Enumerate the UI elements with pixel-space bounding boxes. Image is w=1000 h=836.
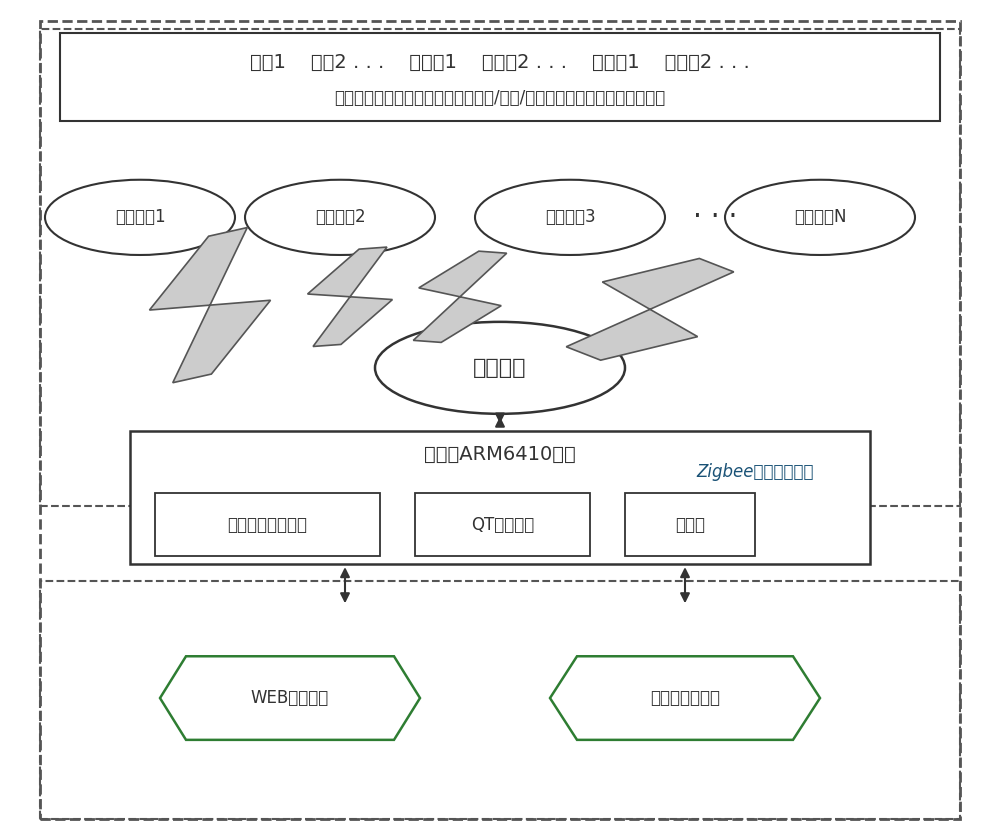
Text: WEB控制终端: WEB控制终端 (251, 689, 329, 707)
Polygon shape (149, 227, 271, 383)
Text: 终端节点N: 终端节点N (794, 208, 846, 227)
Text: · · ·: · · · (693, 203, 737, 232)
Text: 终端节点1: 终端节点1 (115, 208, 165, 227)
Polygon shape (566, 258, 734, 360)
Text: 中心数据处理系统: 中心数据处理系统 (228, 516, 308, 533)
Text: QT图形界面: QT图形界面 (471, 516, 534, 533)
Text: 协调节点: 协调节点 (473, 358, 527, 378)
Ellipse shape (475, 180, 665, 255)
Text: 嵌入式ARM6410网关: 嵌入式ARM6410网关 (424, 445, 576, 463)
Text: 机房1    机房2 . . .    实验室1    实验室2 . . .    实训室1    实训室2 . . .: 机房1 机房2 . . . 实验室1 实验室2 . . . 实训室1 实训室2 … (250, 53, 750, 72)
Text: 平板或手机终端: 平板或手机终端 (650, 689, 720, 707)
Ellipse shape (245, 180, 435, 255)
Text: （各机房／实验实训室的传感器温度/湿度/气体等采集及监测的设备资源）: （各机房／实验实训室的传感器温度/湿度/气体等采集及监测的设备资源） (334, 89, 666, 107)
Text: 数据库: 数据库 (675, 516, 705, 533)
Bar (415, 493, 590, 556)
Polygon shape (160, 656, 420, 740)
Bar (40, 29, 960, 506)
Polygon shape (308, 247, 392, 346)
Bar (130, 431, 870, 564)
Ellipse shape (725, 180, 915, 255)
Bar (155, 493, 380, 556)
Bar (60, 33, 940, 121)
Polygon shape (550, 656, 820, 740)
Polygon shape (413, 251, 507, 343)
Text: 终端节点3: 终端节点3 (545, 208, 595, 227)
Bar (40, 581, 960, 819)
Text: 终端节点2: 终端节点2 (315, 208, 365, 227)
Bar (625, 493, 755, 556)
Text: Zigbee节点数据传输: Zigbee节点数据传输 (696, 463, 814, 482)
Ellipse shape (375, 322, 625, 414)
Ellipse shape (45, 180, 235, 255)
